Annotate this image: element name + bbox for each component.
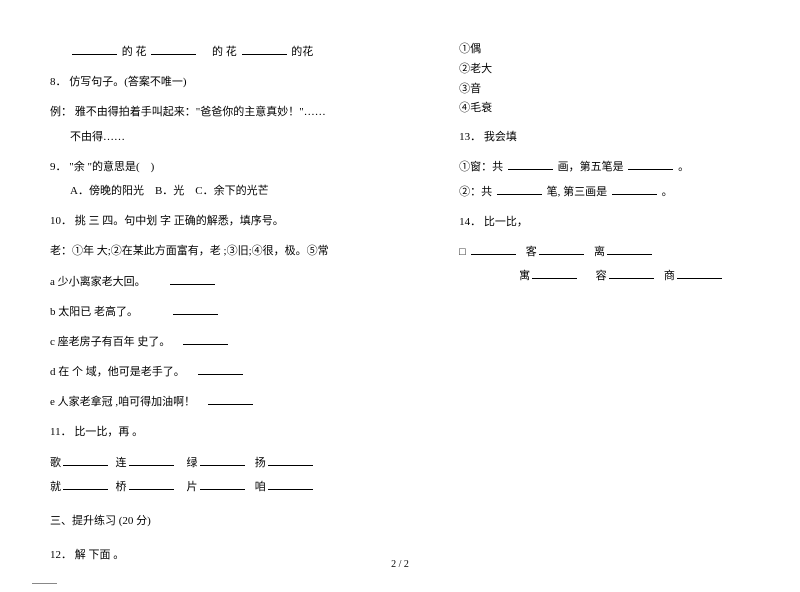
q8-title: 仿写句子。(答案不唯一)	[69, 76, 186, 88]
q11-r1a: 歌	[50, 457, 61, 469]
q10-c-text: c 座老房子有百年 史了。	[50, 336, 170, 348]
q14-sq: □	[459, 246, 466, 258]
page-content: 的 花 的 花 的花 8． 仿写句子。(答案不唯一) 例： 雅不由得拍着手叫起来…	[0, 0, 800, 587]
opt-1: ①偶	[459, 40, 750, 60]
left-column: 的 花 的 花 的花 8． 仿写句子。(答案不唯一) 例： 雅不由得拍着手叫起来…	[50, 40, 399, 567]
q13-title: 我会填	[484, 131, 517, 143]
q13-l1c: 。	[678, 161, 689, 173]
q10: 10． 挑 三 四。句中划 字 正确的解悉，填序号。	[50, 209, 399, 233]
q14-w3: 寓	[519, 270, 530, 282]
q7-text-a: 的 花	[122, 46, 147, 58]
q13-l1b: 画，第五笔是	[558, 161, 624, 173]
q11-title: 比一比，再 。	[74, 426, 143, 438]
q13-l1a: ①窗：共	[459, 161, 503, 173]
q14: 14． 比一比，	[459, 210, 750, 234]
q11-row1: 歌 连 绿 扬	[50, 451, 399, 475]
q8: 8． 仿写句子。(答案不唯一)	[50, 70, 399, 94]
q9-optC: C．余下的光芒	[195, 185, 268, 197]
q8-ex-text: 雅不由得拍着手叫起来："爸爸你的主意真妙！"……	[75, 106, 326, 118]
q10-e: e 人家老拿冠 ,咱可得加油啊！	[50, 390, 399, 414]
corner-mark	[32, 583, 57, 584]
q13-l2b: 笔, 第三画是	[547, 186, 608, 198]
q13-l2a: ②：共	[459, 186, 492, 198]
q11-r2b: 桥	[116, 481, 127, 493]
q13: 13． 我会填	[459, 125, 750, 149]
opt-3: ③音	[459, 80, 750, 100]
q11: 11． 比一比，再 。	[50, 420, 399, 444]
q10-e-text: e 人家老拿冠 ,咱可得加油啊！	[50, 396, 195, 408]
q11-r1d: 扬	[255, 457, 266, 469]
q12-options: ①偶 ②老大 ③音 ④毛衰	[459, 40, 750, 119]
q10-a-text: a 少小离家老大回。	[50, 276, 146, 288]
q13-line2: ②：共 笔, 第三画是 。	[459, 180, 750, 204]
q9-title: "余 "的意思是( )	[69, 161, 154, 173]
q9-optB: B．光	[155, 185, 184, 197]
q13-num: 13．	[459, 131, 481, 143]
q14-w1: 客	[526, 246, 537, 258]
q14-w4: 容	[596, 270, 607, 282]
q9-optA: A．傍晚的阳光	[70, 185, 144, 197]
q10-b-text: b 太阳已 老高了。	[50, 306, 138, 318]
q14-row2: 寓 容 商	[459, 264, 750, 288]
q11-r1b: 连	[116, 457, 127, 469]
page-footer: 2 / 2	[0, 559, 800, 570]
q9-num: 9．	[50, 161, 67, 173]
q11-r2c: 片	[187, 481, 198, 493]
q7-text-c: 的花	[291, 46, 313, 58]
q11-r2d: 咱	[255, 481, 266, 493]
q13-line1: ①窗：共 画，第五笔是 。	[459, 155, 750, 179]
opt-2: ②老大	[459, 60, 750, 80]
q7-text-b: 的 花	[212, 46, 237, 58]
q10-title: 挑 三 四。句中划 字 正确的解悉，填序号。	[75, 215, 284, 227]
q7-fill: 的 花 的 花 的花	[50, 40, 399, 64]
opt-4: ④毛衰	[459, 99, 750, 119]
q11-r2a: 就	[50, 481, 61, 493]
q13-l2c: 。	[662, 186, 673, 198]
q8-example: 例： 雅不由得拍着手叫起来："爸爸你的主意真妙！"……	[50, 100, 399, 124]
q9: 9． "余 "的意思是( )	[50, 155, 399, 179]
q11-num: 11．	[50, 426, 72, 438]
q8-ex-label: 例：	[50, 106, 72, 118]
q10-num: 10．	[50, 215, 72, 227]
q14-title: 比一比，	[484, 216, 528, 228]
q8-num: 8．	[50, 76, 67, 88]
right-column: ①偶 ②老大 ③音 ④毛衰 13． 我会填 ①窗：共 画，第五笔是 。 ②：共 …	[459, 40, 750, 567]
q10-c: c 座老房子有百年 史了。	[50, 330, 399, 354]
q14-w5: 商	[664, 270, 675, 282]
q14-row1: □ 客 离	[459, 240, 750, 264]
q10-b: b 太阳已 老高了。	[50, 300, 399, 324]
q11-r1c: 绿	[187, 457, 198, 469]
q10-a: a 少小离家老大回。	[50, 270, 399, 294]
q8-follow: 不由得……	[50, 125, 399, 149]
q14-w2: 离	[594, 246, 605, 258]
q10-d: d 在 个 域，他可是老手了。	[50, 360, 399, 384]
section-3: 三、提升练习 (20 分)	[50, 509, 399, 533]
q10-lao: 老：①年 大;②在某此方面富有，老 ;③旧;④很，极。⑤常	[50, 239, 399, 263]
q14-num: 14．	[459, 216, 481, 228]
q9-options: A．傍晚的阳光 B．光 C．余下的光芒	[50, 179, 399, 203]
q11-row2: 就 桥 片 咱	[50, 475, 399, 499]
q10-d-text: d 在 个 域，他可是老手了。	[50, 366, 185, 378]
